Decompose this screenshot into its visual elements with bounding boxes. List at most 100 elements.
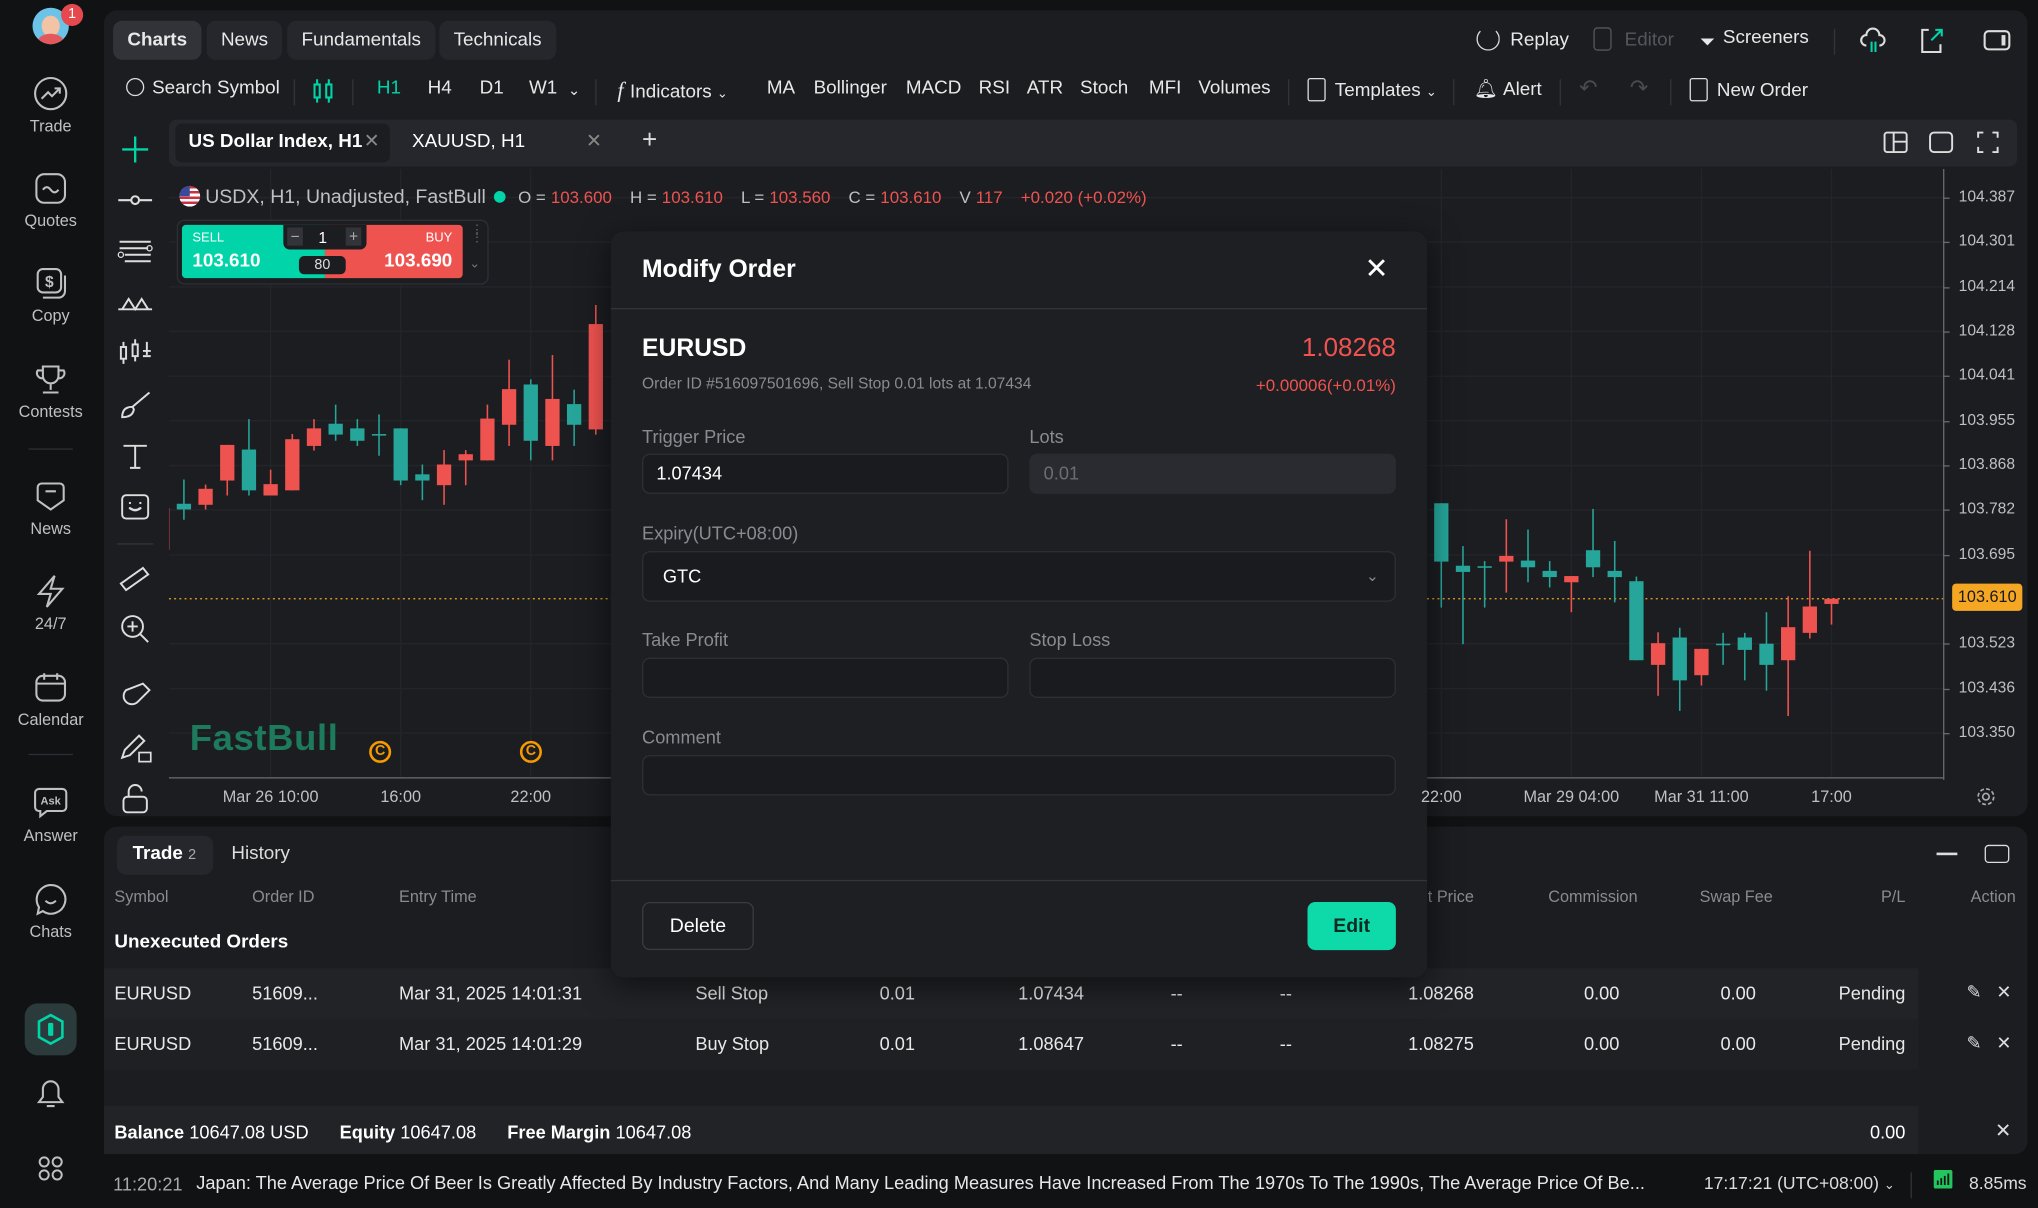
cancel-order-icon[interactable]: ✕ [1996, 981, 2012, 1003]
expiry-select[interactable]: GTC ⌄ [642, 551, 1396, 602]
cancel-order-icon[interactable]: ✕ [1996, 1031, 2012, 1053]
maximize-panel-icon[interactable] [1984, 844, 2010, 864]
nav-quotes[interactable]: Quotes [0, 170, 101, 230]
tab-fundamentals[interactable]: Fundamentals [287, 20, 436, 60]
indicator-bollinger[interactable]: Bollinger [813, 77, 887, 99]
search-symbol-button[interactable]: Search Symbol [126, 77, 280, 99]
apps-grid-icon[interactable] [38, 1155, 64, 1181]
indicator-ma[interactable]: MA [766, 77, 796, 99]
indicator-rsi[interactable]: RSI [978, 77, 1011, 99]
chart-tab-active[interactable]: US Dollar Index, H1 ✕ [175, 123, 390, 163]
timeframe-h4[interactable]: H4 [427, 77, 452, 99]
redo-icon[interactable]: ↷ [1629, 75, 1649, 101]
stop-loss-input[interactable] [1029, 657, 1396, 698]
ruler-icon[interactable] [117, 560, 153, 596]
single-layout-icon[interactable] [1929, 131, 1954, 154]
order-row[interactable]: EURUSD 51609... Mar 31, 2025 14:01:29 Buy S… [103, 1018, 1919, 1070]
candle-tools-icon[interactable] [117, 335, 153, 371]
close-tab-icon[interactable]: ✕ [585, 131, 602, 153]
lock-drawing-icon[interactable] [117, 729, 153, 765]
indicator-atr[interactable]: ATR [1026, 77, 1064, 99]
timeframe-dropdown-chevron-icon[interactable]: ⌄ [567, 83, 580, 99]
horizontal-line-icon[interactable] [117, 182, 153, 218]
indicator-macd[interactable]: MACD [905, 77, 962, 99]
timeframe-d1[interactable]: D1 [479, 77, 504, 99]
new-order-button[interactable]: New Order [1689, 77, 1808, 102]
chart-tab[interactable]: XAUUSD, H1 ✕ [412, 131, 602, 153]
modify-order-modal: Modify Order ✕ EURUSD 1.08268 Order ID #… [610, 231, 1428, 978]
candle-body [1759, 643, 1774, 665]
minimize-panel-icon[interactable] [1936, 852, 1958, 856]
delete-button[interactable]: Delete [642, 901, 754, 951]
cell-type: Buy Stop [695, 1033, 770, 1055]
brush-icon[interactable] [117, 387, 153, 423]
event-marker-icon[interactable]: C [369, 740, 392, 763]
lots-input: 0.01 [1029, 453, 1396, 494]
alert-button[interactable]: 🔔︎ Alert [1473, 79, 1542, 101]
close-modal-icon[interactable]: ✕ [1364, 252, 1389, 285]
replay-button[interactable]: Replay [1476, 27, 1569, 51]
close-tab-icon[interactable]: ✕ [363, 131, 380, 153]
nav-answer[interactable]: Ask Answer [0, 785, 101, 845]
lots-label: Lots [1029, 426, 1064, 448]
nav-calendar[interactable]: Calendar [0, 669, 101, 729]
edit-order-icon[interactable]: ✎ [1966, 981, 1982, 1003]
y-tick-mark [1943, 376, 1950, 378]
fullscreen-icon[interactable] [1977, 131, 1999, 154]
chart-settings-gear-icon[interactable] [1976, 786, 1997, 807]
close-all-icon[interactable]: ✕ [1995, 1120, 2012, 1143]
take-profit-input[interactable] [642, 657, 1009, 698]
tab-charts[interactable]: Charts [113, 20, 202, 60]
trigger-price-input[interactable]: 1.07434 [642, 453, 1009, 494]
share-icon[interactable] [1917, 26, 1946, 55]
timeframe-w1[interactable]: W1 [528, 77, 558, 99]
unlock-icon[interactable] [117, 780, 153, 816]
tab-technicals[interactable]: Technicals [439, 20, 556, 60]
undo-icon[interactable]: ↶ [1579, 75, 1598, 101]
increase-qty-button[interactable]: + [345, 227, 362, 246]
tab-news[interactable]: News [206, 20, 283, 60]
stop-loss-label: Stop Loss [1029, 629, 1111, 650]
pattern-icon[interactable] [117, 285, 153, 321]
indicator-mfi[interactable]: MFI [1148, 77, 1182, 99]
sticker-icon[interactable] [117, 489, 153, 525]
indicators-button[interactable]: f Indicators ⌄ [617, 77, 728, 103]
cloud-sync-icon[interactable] [1859, 26, 1888, 55]
news-ticker[interactable]: Japan: The Average Price Of Beer Is Grea… [196, 1172, 1645, 1194]
crosshair-plus-icon[interactable] [117, 131, 153, 167]
comment-input[interactable] [642, 755, 1396, 796]
quantity-stepper[interactable]: − 1 + [283, 224, 367, 250]
tab-history[interactable]: History [231, 843, 290, 865]
parallel-channel-icon[interactable] [117, 233, 153, 269]
event-marker-icon[interactable]: C [519, 740, 542, 763]
zoom-in-icon[interactable] [117, 611, 153, 647]
nav-247[interactable]: 24/7 [0, 573, 101, 633]
indicator-volumes[interactable]: Volumes [1198, 77, 1271, 99]
layout-icon[interactable] [1883, 131, 1908, 154]
bell-icon[interactable] [36, 1079, 65, 1110]
edit-button[interactable]: Edit [1307, 901, 1396, 951]
decrease-qty-button[interactable]: − [287, 227, 303, 246]
candle-body [176, 503, 192, 510]
clock-timezone-dropdown[interactable]: 17:17:21 (UTC+08:00) ⌄ [1703, 1173, 1895, 1194]
templates-button[interactable]: Templates ⌄ [1307, 77, 1437, 102]
edit-order-icon[interactable]: ✎ [1966, 1031, 1982, 1053]
indicator-stoch[interactable]: Stoch [1080, 77, 1129, 99]
panel-toggle-icon[interactable] [1983, 29, 2012, 52]
drag-handle-icon[interactable]: ⋮ ⋮ [470, 223, 484, 246]
screeners-button[interactable]: ⏷ Screeners [1700, 27, 1809, 54]
timeframe-h1[interactable]: H1 [376, 77, 402, 99]
nav-contests[interactable]: Contests [0, 361, 101, 421]
magnet-icon[interactable] [117, 677, 153, 713]
nav-chats[interactable]: Chats [0, 881, 101, 941]
nav-news[interactable]: News [0, 478, 101, 538]
expand-chevron-icon[interactable]: ⌄ [469, 257, 481, 272]
tab-trade[interactable]: Trade 2 [116, 835, 214, 875]
nav-trade[interactable]: Trade [0, 75, 101, 135]
app-switch-button[interactable] [24, 1003, 77, 1056]
buy-button[interactable]: BUY 103.690 [324, 224, 463, 279]
text-icon[interactable] [117, 438, 153, 474]
candlestick-type-icon[interactable] [312, 78, 335, 104]
add-tab-button[interactable]: + [642, 126, 658, 155]
nav-copy[interactable]: $ Copy [0, 265, 101, 325]
